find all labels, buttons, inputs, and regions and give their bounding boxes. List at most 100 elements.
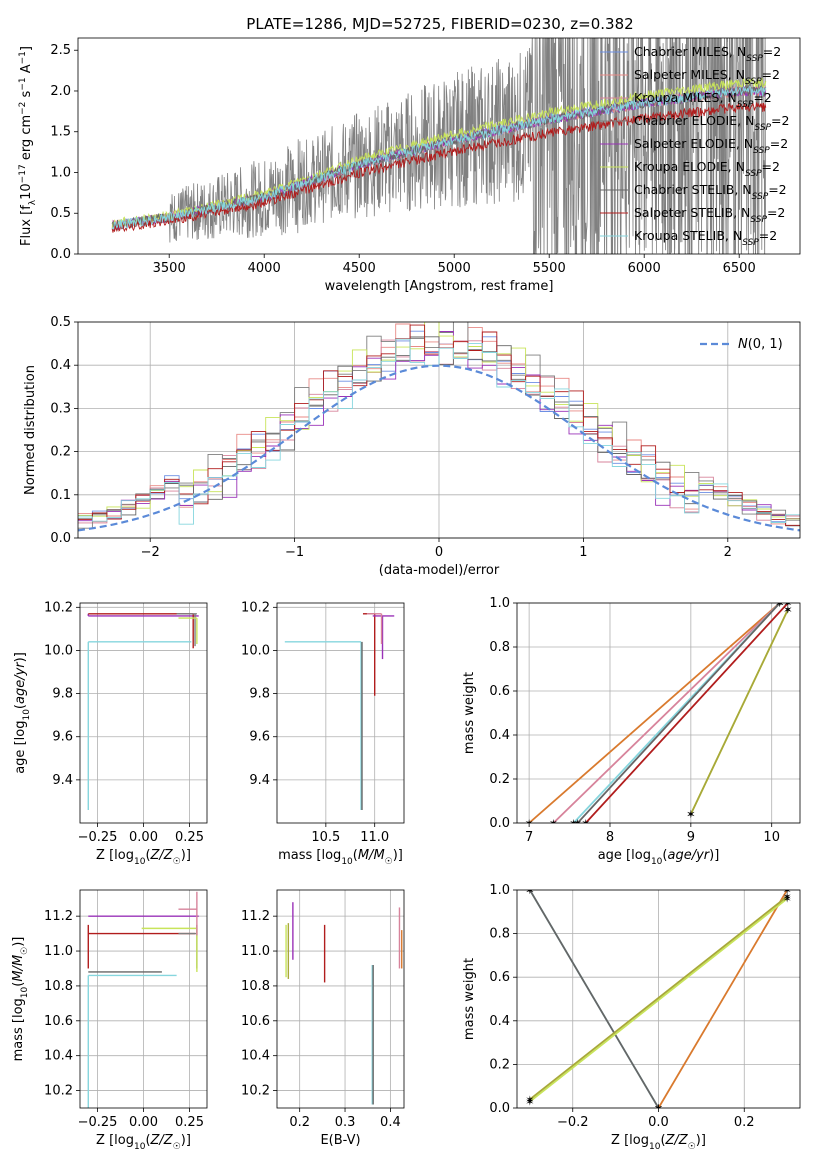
- label-part: )]: [709, 848, 719, 863]
- spectrum-ytick-label: 0.0: [50, 247, 71, 262]
- residuals-ytick-label: 0.3: [50, 401, 71, 416]
- label-part: SSP: [742, 238, 759, 248]
- mass-vs-Z-plot-area: [87, 891, 199, 1108]
- label-part: ☉: [688, 1142, 696, 1152]
- mass-vs-Z-xtick-label: 0.00: [129, 1115, 158, 1130]
- label-part: 10: [20, 986, 30, 998]
- label-part: Kroupa ELODIE, N: [634, 159, 745, 174]
- spectrum-ytick-label: 0.5: [50, 206, 71, 221]
- label-part: Kroupa MILES, N: [634, 90, 737, 105]
- normal-distribution-curve: [78, 364, 800, 532]
- residuals-xlabel: (data-model)/error: [379, 563, 500, 578]
- mass-vs-Z-frame: [79, 889, 208, 1109]
- label-part: Z [log: [96, 1133, 134, 1148]
- label-part: =2: [767, 205, 785, 220]
- label-part: 10: [19, 183, 34, 200]
- weight-vs-age-weight-marker: ✶: [581, 817, 590, 830]
- mass-vs-Z-xtick-label: 0.25: [175, 1115, 204, 1130]
- age-vs-Z-xtick-label: 0.25: [175, 830, 204, 845]
- mass-vs-EBV-ytick-label: 10.8: [241, 979, 270, 994]
- weight-vs-Z-ylabel: mass weight: [462, 958, 477, 1040]
- weight-vs-Z-weight-marker: ✶: [783, 884, 792, 897]
- age-vs-mass-ytick-label: 9.4: [249, 773, 270, 788]
- weight-vs-Z-weight-marker: ✶: [525, 1093, 534, 1106]
- weight-vs-Z-weight-marker: ✶: [525, 884, 534, 897]
- mass-vs-EBV-xtick-label: 0.3: [335, 1115, 356, 1130]
- label-part: =2: [771, 113, 789, 128]
- spectrum-ytick-label: 1.0: [50, 165, 71, 180]
- mass-vs-Z-ytick-label: 10.8: [44, 979, 73, 994]
- weight-vs-Z-xlabel: Z [log10(Z/Z☉)]: [611, 1133, 706, 1152]
- spectrum-ytick-label: 1.5: [50, 125, 71, 140]
- label-part: Salpeter ELODIE, N: [634, 136, 753, 151]
- legend-label: Salpeter STELIB, NSSP=2: [634, 205, 785, 225]
- residuals-ytick-label: 0.4: [50, 358, 71, 373]
- label-part: Z/Z: [665, 1133, 689, 1148]
- spectrum-xtick-label: 4500: [343, 261, 376, 276]
- legend-label: Chabrier STELIB, NSSP=2: [634, 182, 787, 202]
- mass-vs-EBV-xtick-label: 0.4: [380, 1115, 401, 1130]
- histogram-step-kroupa-stelib: [78, 338, 800, 525]
- label-part: erg cm: [19, 115, 34, 164]
- label-part: age [log: [598, 848, 651, 863]
- label-part: −17: [18, 164, 28, 183]
- label-part: ]: [19, 46, 34, 51]
- legend-label: Chabrier MILES, NSSP=2: [634, 44, 781, 64]
- mass-vs-Z-ylabel: mass [log10(M/M☉)]: [11, 937, 30, 1062]
- label-part: =2: [770, 136, 788, 151]
- label-part: =2: [759, 228, 777, 243]
- label-part: 10: [341, 857, 353, 867]
- legend-label: Salpeter ELODIE, NSSP=2: [634, 136, 788, 156]
- weight-vs-age-xtick-label: 9: [687, 830, 695, 845]
- age-vs-Z-ytick-label: 9.6: [52, 730, 73, 745]
- weight-vs-age-ytick-label: 0.6: [489, 684, 510, 699]
- mass-vs-Z-ytick-label: 11.2: [44, 909, 73, 924]
- label-part: M/M: [11, 955, 26, 982]
- label-part: λ: [28, 199, 38, 205]
- mass-vs-EBV-axes: 0.2 0.3 0.4 10.2 10.4 10.6 10.8 11.0 11.2: [241, 890, 404, 1130]
- age-vs-mass-ytick-label: 10.0: [241, 643, 270, 658]
- age-vs-mass-xtick-label: 11.0: [360, 830, 389, 845]
- residuals-xtick-label: −2: [141, 545, 160, 560]
- spectrum-frame: [77, 37, 801, 255]
- label-part: Z [log: [611, 1133, 649, 1148]
- legend-label: N(0, 1): [738, 337, 783, 352]
- weight-vs-Z-weight-marker: ✶: [525, 1095, 534, 1108]
- weight-vs-Z-frame: [516, 889, 801, 1109]
- weight-vs-age-ytick-label: 0.4: [489, 728, 510, 743]
- weight-vs-age-ytick-label: 0.0: [489, 816, 510, 831]
- label-part: Chabrier STELIB, N: [634, 182, 752, 197]
- label-part: (: [145, 848, 150, 863]
- mass-vs-EBV-xlabel: E(B-V): [320, 1133, 360, 1148]
- weight-vs-age-weight-marker: ✶: [775, 597, 784, 610]
- label-part: )]: [393, 848, 403, 863]
- label-part: SSP: [746, 54, 763, 64]
- weight-vs-age-ytick-label: 1.0: [489, 596, 510, 611]
- weight-vs-Z-ytick-label: 0.0: [489, 1101, 510, 1116]
- weight-vs-Z-weight-line: [529, 895, 788, 1101]
- weight-vs-age-ytick-label: 0.2: [489, 772, 510, 787]
- weight-vs-Z-weight-line: [529, 890, 660, 1108]
- mass-vs-EBV-plot-area: [285, 902, 403, 1105]
- age-vs-mass-ytick-label: 10.2: [241, 600, 270, 615]
- weight-vs-age-weight-marker: ✶: [525, 817, 534, 830]
- weight-vs-Z-weight-line: [529, 897, 788, 1103]
- mass-vs-EBV-ytick-label: 11.0: [241, 944, 270, 959]
- weight-vs-Z-ytick-label: 0.4: [489, 1014, 510, 1029]
- label-part: =2: [763, 44, 781, 59]
- label-part: ☉: [173, 1142, 181, 1152]
- weight-vs-age-weight-marker: ✶: [775, 597, 784, 610]
- label-part: Kroupa STELIB, N: [634, 228, 742, 243]
- mass-vs-Z-ytick-label: 10.4: [44, 1049, 73, 1064]
- weight-vs-Z-weight-marker: ✶: [654, 1102, 663, 1115]
- weight-vs-Z-weight-marker: ✶: [783, 893, 792, 906]
- mass-vs-EBV-frame: [276, 889, 405, 1109]
- spectrum-xtick-label: 3500: [153, 261, 186, 276]
- spectrum-xlabel: wavelength [Angstrom, rest frame]: [325, 279, 554, 294]
- legend-label: Chabrier ELODIE, NSSP=2: [634, 113, 789, 133]
- label-part: SSP: [745, 77, 762, 87]
- weight-vs-Z-xtick-label: −0.2: [557, 1115, 589, 1130]
- label-part: M/M: [358, 848, 385, 863]
- label-part: SSP: [750, 215, 767, 225]
